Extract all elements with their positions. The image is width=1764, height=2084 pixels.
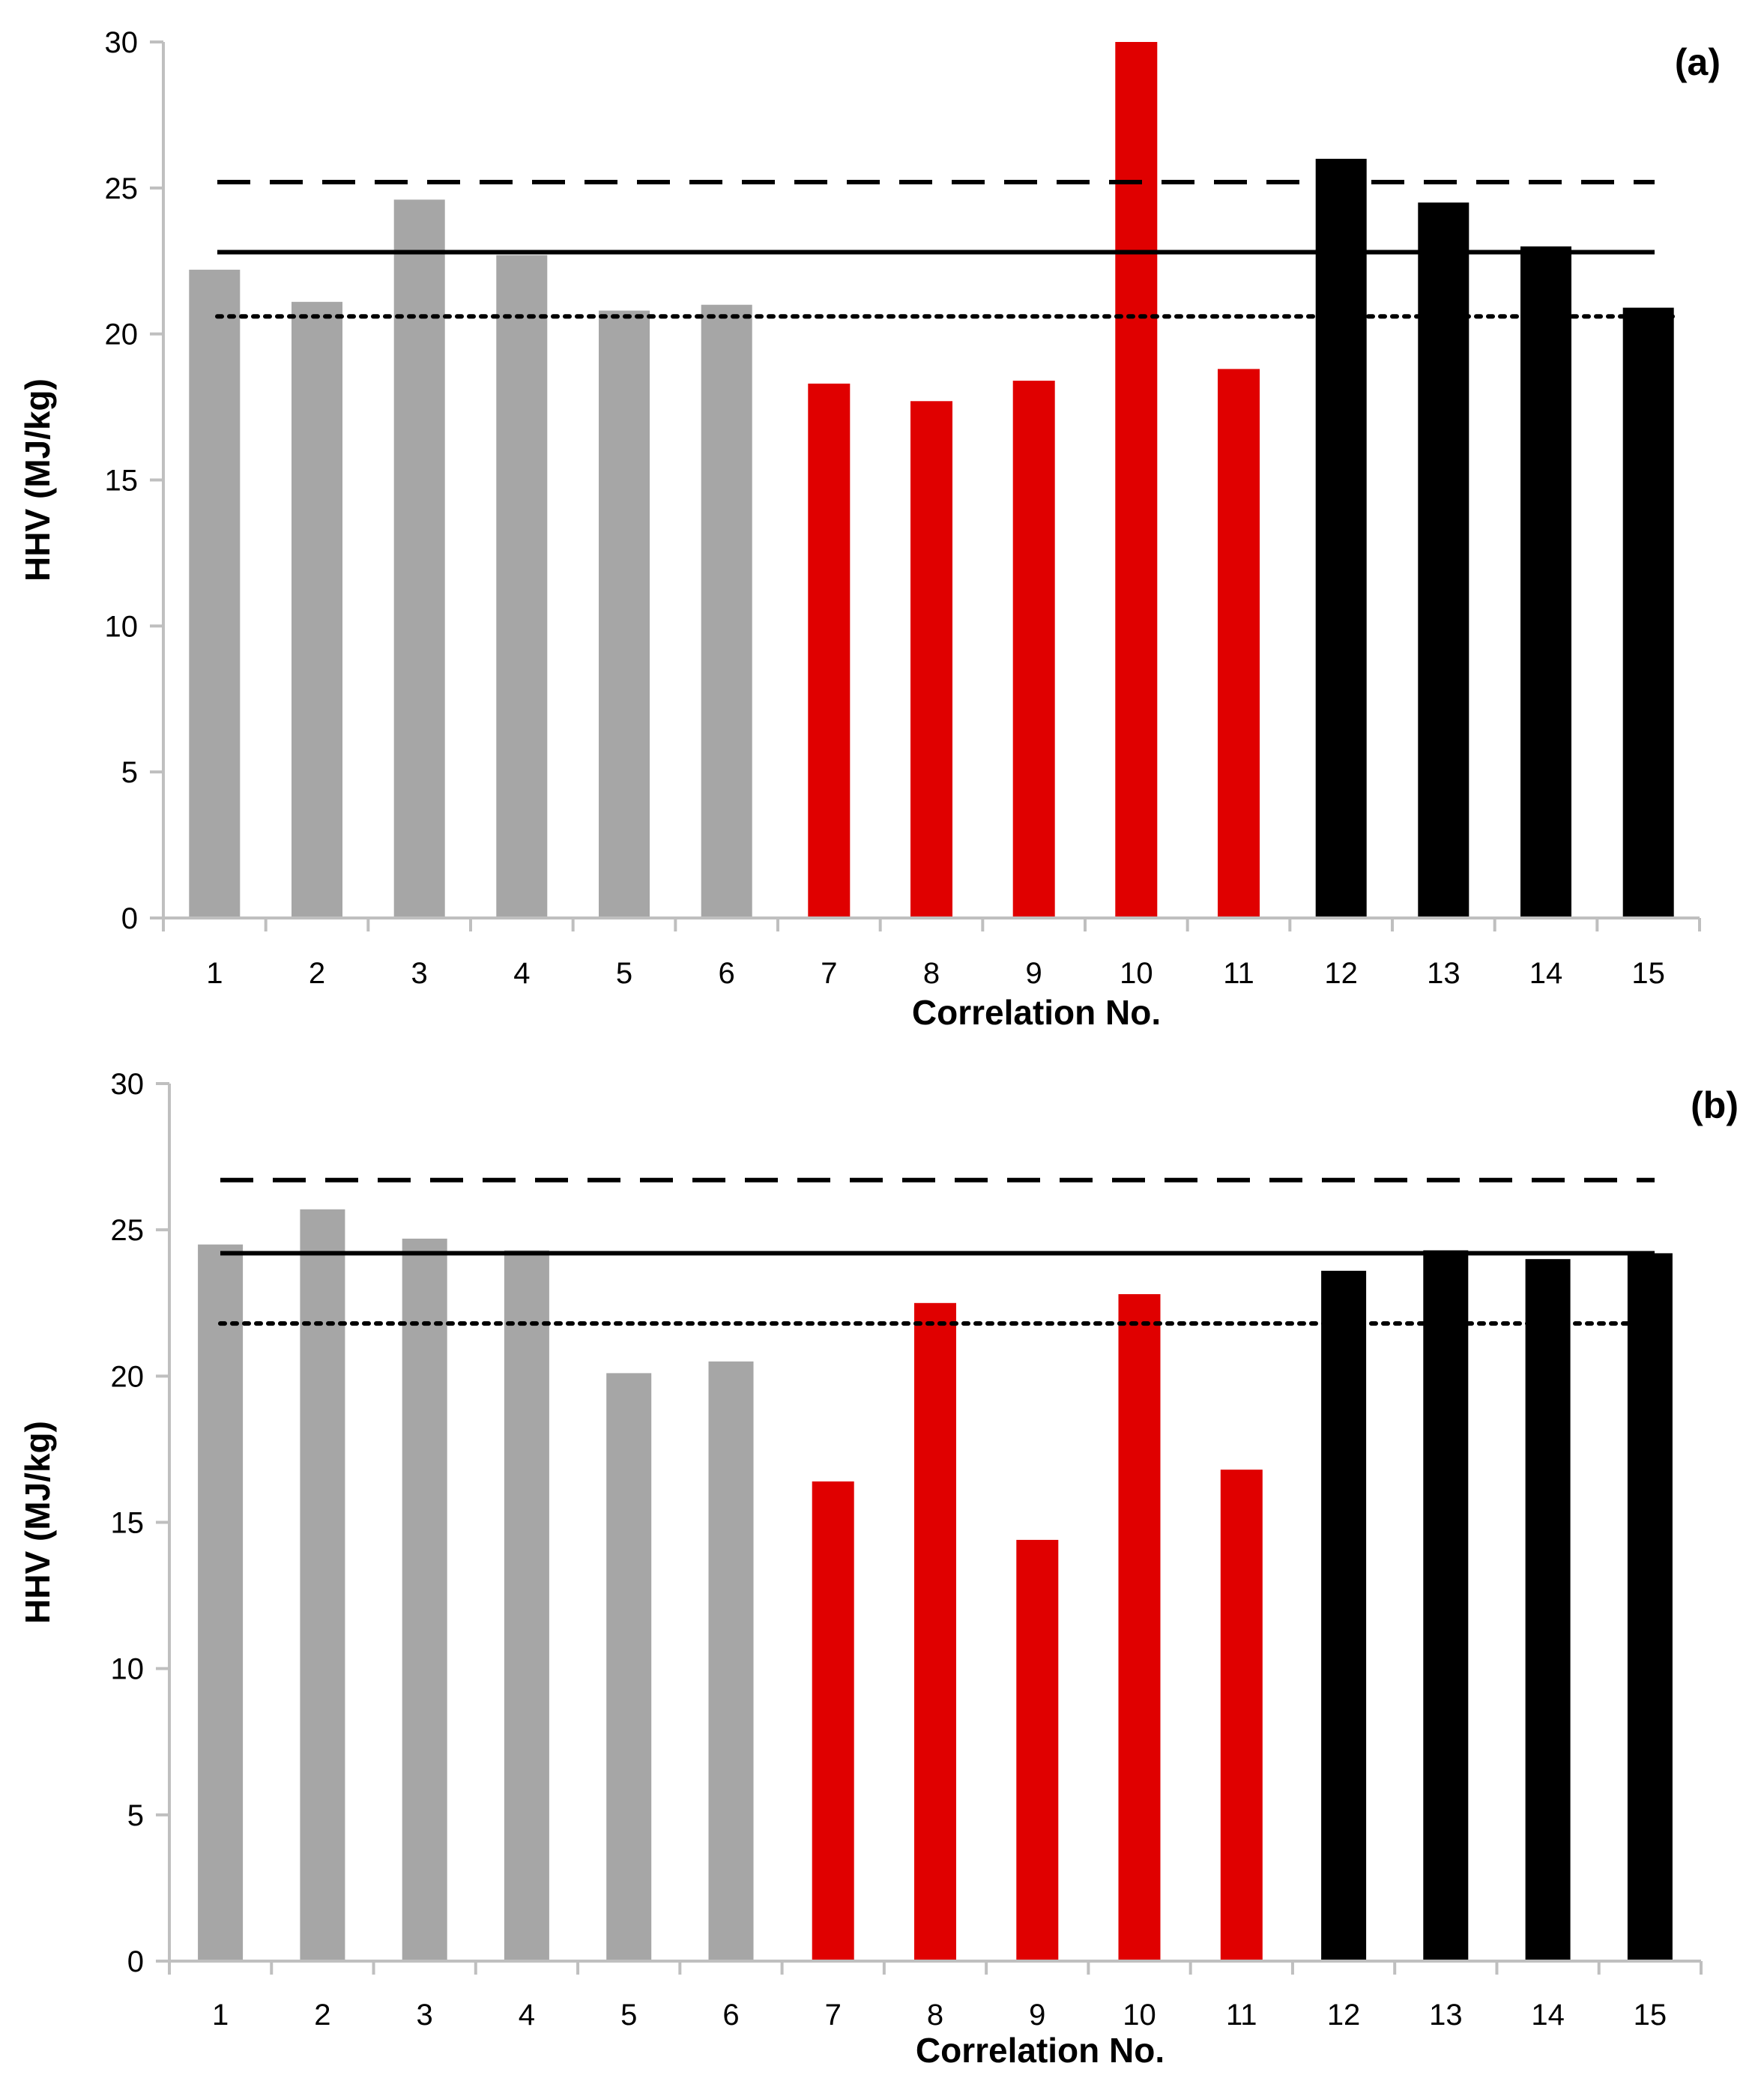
y-tick-label: 25 [105, 172, 139, 205]
x-tick-label: 7 [821, 957, 837, 990]
x-tick-label: 11 [1223, 957, 1254, 990]
x-tick-label: 13 [1427, 957, 1461, 990]
x-tick-label: 3 [411, 957, 428, 990]
bar-10 [1118, 1294, 1161, 1961]
bar-5 [599, 310, 650, 918]
x-tick-label: 1 [206, 957, 223, 990]
bar-4 [504, 1250, 549, 1961]
x-tick-label: 4 [513, 957, 530, 990]
x-tick-label: 11 [1226, 1999, 1257, 2032]
bar-2 [292, 301, 342, 918]
bar-9 [1012, 381, 1055, 918]
x-tick-label: 14 [1529, 957, 1563, 990]
y-tick-label: 0 [121, 902, 138, 935]
x-axis-title: Correlation No. [912, 993, 1161, 1032]
x-tick-label: 5 [616, 957, 632, 990]
x-tick-label: 9 [1026, 957, 1042, 990]
y-tick-label: 30 [111, 1068, 145, 1101]
bar-9 [1016, 1539, 1059, 1961]
y-tick-label: 25 [111, 1214, 145, 1247]
x-axis-title: Correlation No. [916, 2031, 1165, 2070]
y-tick-label: 15 [111, 1507, 145, 1540]
panel-label: (a) [1675, 41, 1721, 83]
bar-5 [606, 1373, 652, 1961]
bar-14 [1525, 1259, 1571, 1961]
bar-12 [1315, 158, 1367, 918]
x-tick-label: 10 [1123, 1999, 1156, 2032]
y-tick-label: 10 [105, 610, 139, 643]
bar-13 [1418, 202, 1470, 918]
bar-1 [198, 1244, 244, 1961]
y-tick-label: 0 [127, 1945, 144, 1978]
bar-3 [402, 1238, 447, 1961]
bar-11 [1220, 1470, 1263, 1961]
x-tick-label: 9 [1029, 1999, 1045, 2032]
x-tick-label: 10 [1120, 957, 1153, 990]
x-tick-label: 8 [927, 1999, 943, 2032]
x-tick-label: 5 [620, 1999, 637, 2032]
bar-13 [1423, 1250, 1469, 1961]
y-tick-label: 20 [105, 318, 139, 351]
x-tick-label: 3 [417, 1999, 433, 2032]
y-axis-title: HHV (MJ/kg) [18, 378, 57, 582]
x-tick-label: 15 [1631, 957, 1665, 990]
bar-6 [708, 1361, 754, 1961]
bar-4 [496, 255, 548, 918]
bar-15 [1627, 1253, 1673, 1961]
bar-11 [1218, 369, 1260, 918]
x-tick-label: 4 [519, 1999, 535, 2032]
bar-6 [701, 304, 752, 918]
y-tick-label: 5 [121, 756, 138, 789]
y-tick-label: 15 [105, 465, 139, 498]
y-tick-label: 10 [111, 1653, 145, 1686]
bar-8 [914, 1302, 956, 1962]
bar-12 [1321, 1270, 1367, 1961]
bar-15 [1622, 307, 1674, 919]
bar-1 [189, 269, 241, 918]
x-tick-label: 2 [314, 1999, 330, 2032]
bar-7 [812, 1481, 854, 1961]
bar-3 [393, 199, 445, 918]
bar-2 [300, 1209, 345, 1961]
y-tick-label: 30 [105, 26, 139, 59]
x-tick-label: 6 [719, 957, 735, 990]
bar-14 [1520, 246, 1571, 918]
x-tick-label: 13 [1429, 1999, 1463, 2032]
x-tick-label: 2 [309, 957, 325, 990]
y-tick-label: 20 [111, 1360, 145, 1393]
x-tick-label: 8 [923, 957, 940, 990]
bar-8 [910, 401, 952, 918]
x-tick-label: 12 [1327, 1999, 1361, 2032]
bar-10 [1115, 42, 1158, 918]
x-tick-label: 15 [1634, 1999, 1667, 2032]
x-tick-label: 14 [1531, 1999, 1565, 2032]
x-tick-label: 1 [212, 1999, 229, 2032]
x-tick-label: 12 [1324, 957, 1358, 990]
panel-label: (b) [1691, 1084, 1739, 1126]
y-tick-label: 5 [127, 1799, 144, 1832]
x-tick-label: 7 [825, 1999, 842, 2032]
bar-7 [808, 383, 851, 918]
y-axis-title: HHV (MJ/kg) [18, 1421, 57, 1624]
x-tick-label: 6 [722, 1999, 739, 2032]
